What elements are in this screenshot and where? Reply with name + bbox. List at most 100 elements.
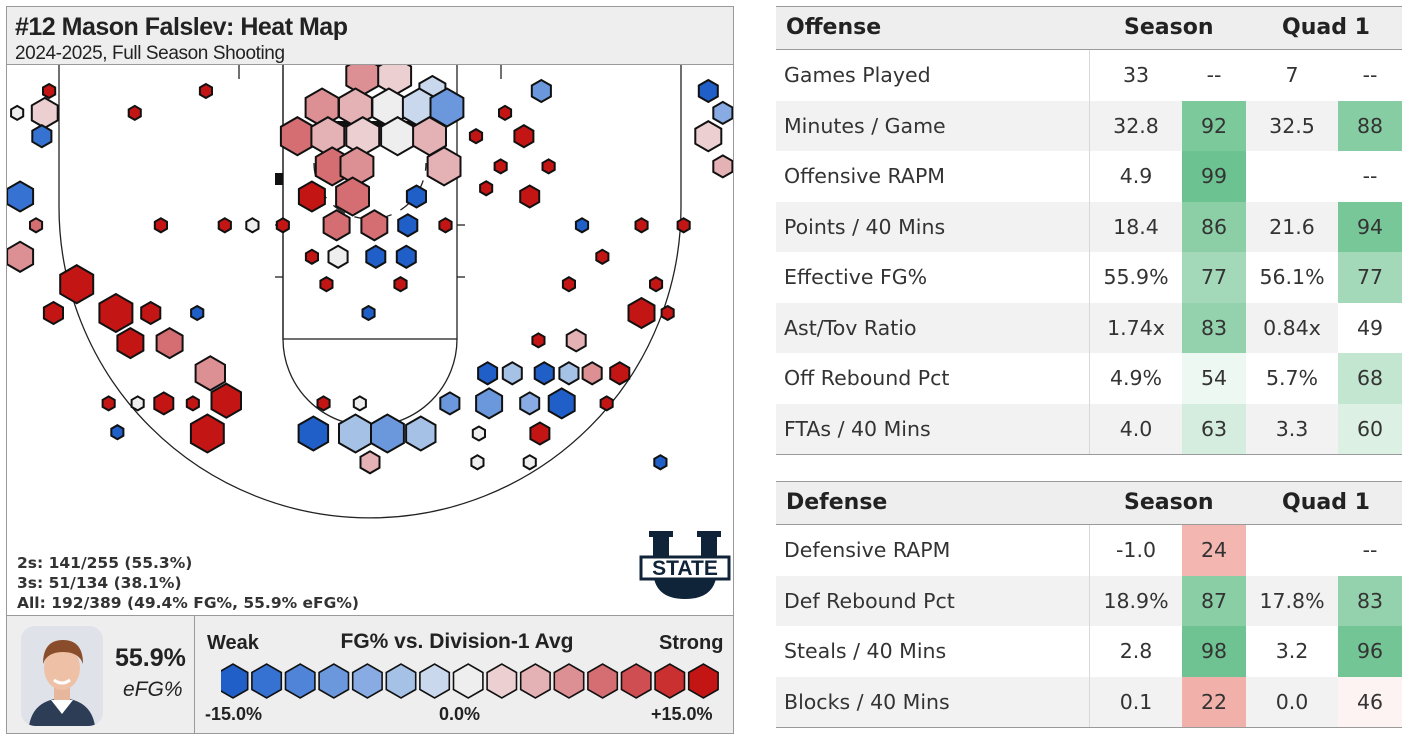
- quad1-value: 56.1%: [1259, 265, 1325, 289]
- shot-hex: [653, 454, 668, 471]
- season-percentile: 99: [1182, 151, 1246, 202]
- defense-table: Defense Season Quad 1 Defensive RAPM -1.0…: [776, 481, 1402, 728]
- legend-swatch: [351, 663, 383, 699]
- shot-hex: [397, 213, 419, 238]
- legend-swatch: [284, 663, 316, 699]
- row-label: Points / 40 Mins: [784, 214, 946, 239]
- column-divider: [1089, 676, 1090, 727]
- legend-mid: 0.0%: [439, 704, 481, 724]
- season-value: -1.0: [1116, 538, 1156, 562]
- offense-title: Offense: [786, 15, 882, 40]
- defense-row: Blocks / 40 Mins 0.1 22 0.0 46: [776, 676, 1402, 727]
- shot-hex: [31, 124, 53, 149]
- shot-hex: [519, 391, 541, 416]
- shot-hex: [609, 361, 631, 386]
- shot-hex: [101, 395, 116, 412]
- quad1-value: 3.3: [1275, 416, 1309, 441]
- shot-hex: [297, 415, 330, 452]
- shot-hex: [712, 100, 733, 126]
- shot-hex: [194, 355, 226, 392]
- shot-hex: [513, 124, 535, 149]
- season-value: 33: [1122, 63, 1150, 87]
- utah-state-u-logo: STATE: [639, 531, 731, 599]
- hex-layer: [7, 65, 733, 475]
- shot-hex: [116, 326, 145, 360]
- shot-hex: [110, 424, 125, 441]
- shot-hex: [297, 180, 326, 213]
- quad1-percentile: 88: [1338, 100, 1402, 151]
- season-value: 4.0: [1119, 416, 1153, 441]
- shot-hex: [475, 387, 504, 420]
- shot-hex: [426, 146, 462, 187]
- shot-hex: [595, 248, 610, 265]
- row-label: Off Rebound Pct: [784, 366, 950, 390]
- footer-divider: [194, 616, 195, 734]
- column-divider: [1089, 201, 1090, 252]
- quad1-percentile: --: [1338, 525, 1402, 576]
- shot-hex: [649, 276, 664, 293]
- column-divider: [1089, 151, 1090, 202]
- defense-row: Steals / 40 Mins 2.8 98 3.2 96: [776, 626, 1402, 677]
- season-percentile: 54: [1182, 353, 1246, 404]
- row-label: Blocks / 40 Mins: [784, 689, 950, 714]
- legend-swatch: [452, 663, 484, 699]
- shot-hex: [370, 413, 405, 454]
- legend-strong-label: Strong: [659, 632, 724, 654]
- offense-header: Offense Season Quad 1: [776, 6, 1402, 50]
- shot-hex: [558, 361, 580, 386]
- offense-rows: Games Played 33 -- 7 -- Minutes / Game 32.8 92 3…: [776, 50, 1402, 454]
- shot-hex: [59, 264, 95, 305]
- defense-row: Defensive RAPM -1.0 24 --: [776, 525, 1402, 576]
- column-divider: [1089, 403, 1090, 454]
- legend-swatch: [620, 663, 652, 699]
- shot-hex: [42, 82, 57, 100]
- page-title: #12 Mason Falslev: Heat Map: [15, 13, 348, 41]
- shot-hex: [533, 361, 555, 386]
- shot-hex: [319, 276, 334, 293]
- heat-map-header: #12 Mason Falslev: Heat Map 2024-2025, F…: [7, 7, 733, 65]
- shot-hex: [98, 292, 134, 334]
- season-value: 0.1: [1119, 689, 1153, 714]
- season-value: 32.8: [1113, 113, 1159, 138]
- shooting-summary: 2s: 141/255 (55.3%) 3s: 51/134 (38.1%) A…: [17, 553, 359, 613]
- shot-hex: [470, 454, 485, 471]
- shot-hex: [479, 180, 494, 197]
- shot-hex: [359, 450, 381, 475]
- legend-swatch: [654, 663, 686, 699]
- quad1-value: 0.84x: [1263, 315, 1321, 340]
- season-value: 55.9%: [1103, 265, 1169, 289]
- shot-hex: [275, 217, 290, 234]
- efg-label: eFG%: [123, 678, 183, 701]
- season-value: 18.9%: [1103, 588, 1169, 613]
- quad1-percentile: 46: [1338, 676, 1402, 727]
- quad1-percentile: 68: [1338, 353, 1402, 404]
- column-divider: [1089, 100, 1090, 151]
- defense-row: Def Rebound Pct 18.9% 87 17.8% 83: [776, 575, 1402, 626]
- quad1-percentile: 60: [1338, 403, 1402, 454]
- shot-hex: [405, 184, 427, 209]
- shot-hex: [529, 421, 551, 446]
- legend-max: +15.0%: [651, 704, 713, 724]
- shot-hex: [304, 248, 319, 265]
- column-divider: [1089, 525, 1090, 576]
- efg-value: 55.9%: [115, 644, 186, 672]
- column-divider: [1089, 353, 1090, 404]
- season-percentile: 87: [1182, 575, 1246, 626]
- defense-header: Defense Season Quad 1: [776, 481, 1402, 525]
- column-divider: [1089, 302, 1090, 353]
- shot-hex: [155, 326, 184, 360]
- shot-hex: [599, 395, 614, 412]
- legend-swatch: [221, 663, 249, 699]
- shot-hex: [468, 128, 484, 145]
- row-label: Games Played: [784, 63, 931, 87]
- season-percentile: 77: [1182, 252, 1246, 303]
- legend-footer: 55.9% eFG% Weak FG% vs. Division-1 Avg S…: [7, 615, 733, 734]
- season-percentile: --: [1182, 50, 1246, 101]
- shot-hex: [140, 300, 162, 326]
- row-label: Effective FG%: [784, 265, 928, 289]
- row-label: Def Rebound Pct: [784, 588, 955, 613]
- shot-hex: [127, 104, 142, 122]
- shot-hex: [471, 425, 486, 442]
- shot-hex: [190, 304, 205, 322]
- all-line: All: 192/389 (49.4% FG%, 55.9% eFG%): [17, 594, 359, 612]
